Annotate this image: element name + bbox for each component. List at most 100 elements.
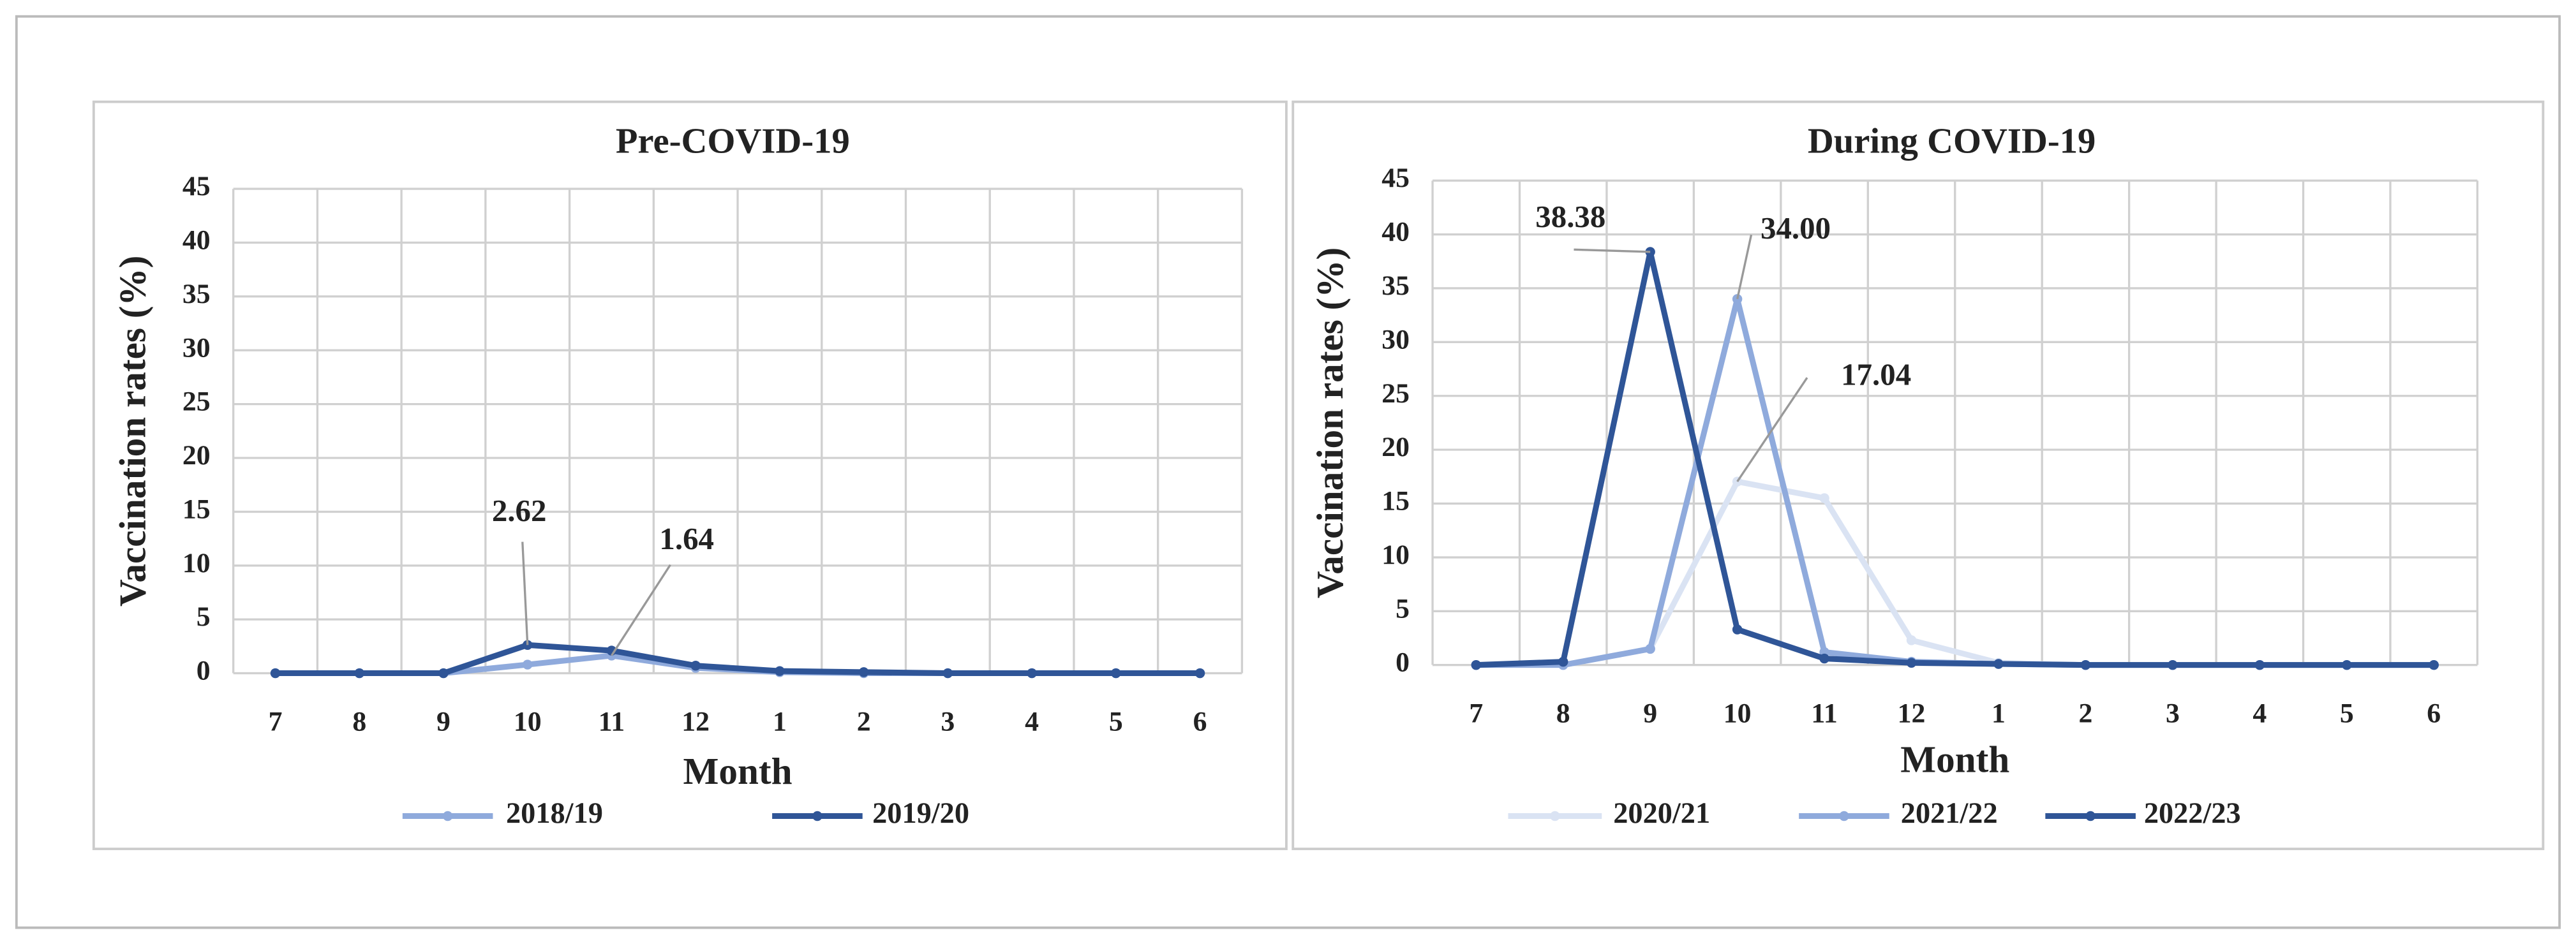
y-tick-label: 10 xyxy=(182,548,211,578)
x-tick-label: 9 xyxy=(436,706,450,737)
data-point xyxy=(1195,668,1205,679)
x-tick-label: 2 xyxy=(2078,698,2092,729)
data-point xyxy=(1111,668,1121,679)
x-tick-label: 7 xyxy=(1469,698,1483,729)
y-tick-label: 45 xyxy=(1381,163,1410,193)
legend-marker xyxy=(1550,811,1560,821)
legend-label: 2020/21 xyxy=(1613,797,1710,830)
x-tick-label: 7 xyxy=(269,706,283,737)
data-point xyxy=(354,668,364,679)
x-tick-label: 12 xyxy=(1898,698,1926,729)
data-point xyxy=(1471,659,1482,670)
y-tick-label: 20 xyxy=(1381,432,1410,462)
x-tick-label: 3 xyxy=(2166,698,2180,729)
data-label: 34.00 xyxy=(1761,210,1831,246)
data-label: 17.04 xyxy=(1841,357,1911,392)
x-tick-label: 8 xyxy=(352,706,366,737)
x-tick-label: 3 xyxy=(941,706,955,737)
data-label: 38.38 xyxy=(1535,199,1605,234)
x-tick-label: 8 xyxy=(1556,698,1570,729)
legend-marker xyxy=(2085,811,2096,821)
data-point xyxy=(690,661,701,671)
y-tick-label: 35 xyxy=(182,279,211,309)
x-axis-label: Month xyxy=(1900,739,2009,781)
y-axis-label: Vaccination rates (%) xyxy=(1309,247,1351,598)
data-point xyxy=(1027,668,1037,679)
x-tick-label: 11 xyxy=(1811,698,1837,729)
data-point xyxy=(522,659,533,670)
legend-label: 2019/20 xyxy=(872,797,969,830)
data-point xyxy=(1906,658,1917,668)
y-tick-label: 15 xyxy=(182,494,211,524)
x-tick-label: 10 xyxy=(514,706,542,737)
y-tick-label: 15 xyxy=(1381,486,1410,517)
x-tick-label: 1 xyxy=(1992,698,2006,729)
chart-title: Pre-COVID-19 xyxy=(616,122,850,161)
x-tick-label: 4 xyxy=(1025,706,1039,737)
x-tick-label: 11 xyxy=(599,706,625,737)
data-point xyxy=(438,668,449,679)
legend-marker xyxy=(442,811,453,821)
leader-line xyxy=(1736,234,1753,300)
data-label: 2.62 xyxy=(492,493,547,528)
series-line xyxy=(275,642,1200,677)
series-line xyxy=(1476,251,2434,668)
x-tick-label: 5 xyxy=(2340,698,2354,729)
x-tick-label: 6 xyxy=(2427,698,2441,729)
leader-line xyxy=(611,564,671,656)
y-axis-label: Vaccination rates (%) xyxy=(111,256,153,607)
y-tick-label: 0 xyxy=(1396,647,1410,678)
chart-title: During COVID-19 xyxy=(1808,122,2096,161)
data-point xyxy=(2429,659,2439,670)
leader-line xyxy=(1574,248,1651,253)
x-tick-label: 12 xyxy=(681,706,710,737)
x-tick-label: 9 xyxy=(1643,698,1657,729)
legend-label: 2022/23 xyxy=(2144,797,2241,830)
y-tick-label: 5 xyxy=(197,601,211,632)
y-tick-label: 20 xyxy=(182,440,211,471)
x-tick-label: 4 xyxy=(2252,698,2267,729)
y-tick-label: 10 xyxy=(1381,540,1410,570)
data-point xyxy=(1819,493,1829,503)
data-point xyxy=(1819,653,1829,664)
data-point xyxy=(2254,659,2265,670)
y-tick-label: 40 xyxy=(1381,217,1410,247)
y-tick-label: 45 xyxy=(182,171,211,202)
x-tick-label: 1 xyxy=(773,706,787,737)
y-tick-label: 0 xyxy=(197,656,211,686)
x-tick-label: 2 xyxy=(857,706,871,737)
data-point xyxy=(775,666,785,676)
x-tick-label: 6 xyxy=(1193,706,1207,737)
y-tick-label: 25 xyxy=(182,386,211,417)
y-tick-label: 30 xyxy=(182,332,211,363)
legend-marker xyxy=(812,811,823,821)
legend-marker xyxy=(1839,811,1849,821)
panel-frame xyxy=(92,100,1288,850)
leader-line xyxy=(1736,377,1808,483)
y-tick-label: 30 xyxy=(1381,324,1410,355)
leader-line xyxy=(521,541,529,645)
x-tick-label: 5 xyxy=(1109,706,1123,737)
data-point xyxy=(1993,659,2004,669)
legend-label: 2021/22 xyxy=(1901,797,1998,830)
data-point xyxy=(270,668,281,679)
data-point xyxy=(1732,624,1743,635)
y-tick-label: 25 xyxy=(1381,378,1410,409)
data-point xyxy=(858,667,869,677)
data-point xyxy=(942,668,953,679)
data-point xyxy=(2342,659,2352,670)
x-tick-label: 10 xyxy=(1724,698,1752,729)
data-point xyxy=(1558,656,1568,667)
data-point xyxy=(1906,635,1917,645)
panel-frame xyxy=(1292,100,2545,850)
x-axis-label: Month xyxy=(683,750,793,792)
data-point xyxy=(2168,659,2178,670)
y-tick-label: 5 xyxy=(1396,593,1410,624)
y-tick-label: 40 xyxy=(182,225,211,256)
data-point xyxy=(2080,659,2091,670)
data-label: 1.64 xyxy=(659,521,714,556)
legend-label: 2018/19 xyxy=(506,797,603,830)
data-point xyxy=(1645,644,1655,654)
y-tick-label: 35 xyxy=(1381,270,1410,301)
